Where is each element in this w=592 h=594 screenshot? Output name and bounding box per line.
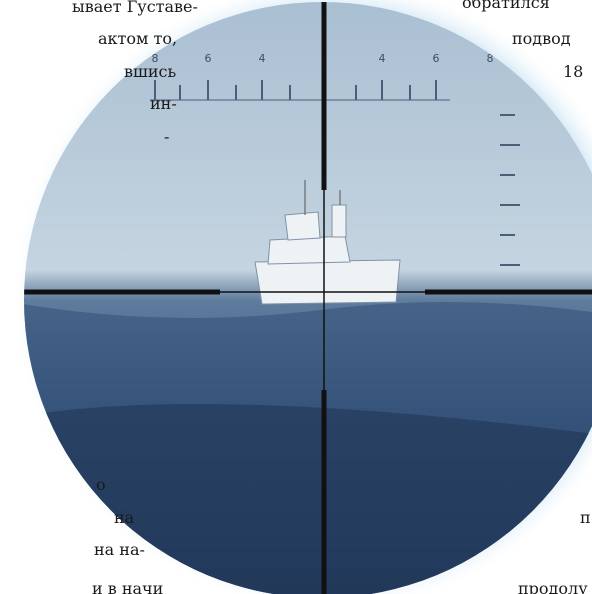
scale-label: 4 bbox=[259, 52, 266, 65]
ship bbox=[254, 180, 401, 305]
text-line: подвод bbox=[512, 29, 571, 48]
reticle-scale bbox=[150, 80, 520, 266]
scale-label: 4 bbox=[379, 52, 386, 65]
text-line: п bbox=[580, 508, 591, 527]
text-line: на bbox=[114, 508, 135, 527]
right-column: обратился подвод 18 п продолу bbox=[462, 0, 591, 594]
scale-label: 8 bbox=[152, 52, 159, 65]
text-line: актом то, bbox=[98, 29, 177, 48]
text-line: обратился bbox=[462, 0, 550, 12]
text-line: вшись bbox=[124, 62, 177, 81]
left-column: ывает Густаве- актом то, вшись ин- - о н… bbox=[72, 0, 198, 594]
text-line: на на- bbox=[94, 540, 145, 559]
scale-label: 6 bbox=[433, 52, 440, 65]
text-line: ывает Густаве- bbox=[72, 0, 198, 16]
scale-label: 6 bbox=[205, 52, 212, 65]
scale-label: 8 bbox=[487, 52, 494, 65]
text-line: о bbox=[96, 475, 106, 494]
text-line: ин- bbox=[150, 94, 177, 113]
text-line: продолу bbox=[518, 579, 588, 594]
text-line: - bbox=[164, 127, 169, 146]
text-line: 18 bbox=[563, 62, 583, 81]
text-line: и в начи bbox=[92, 579, 163, 594]
